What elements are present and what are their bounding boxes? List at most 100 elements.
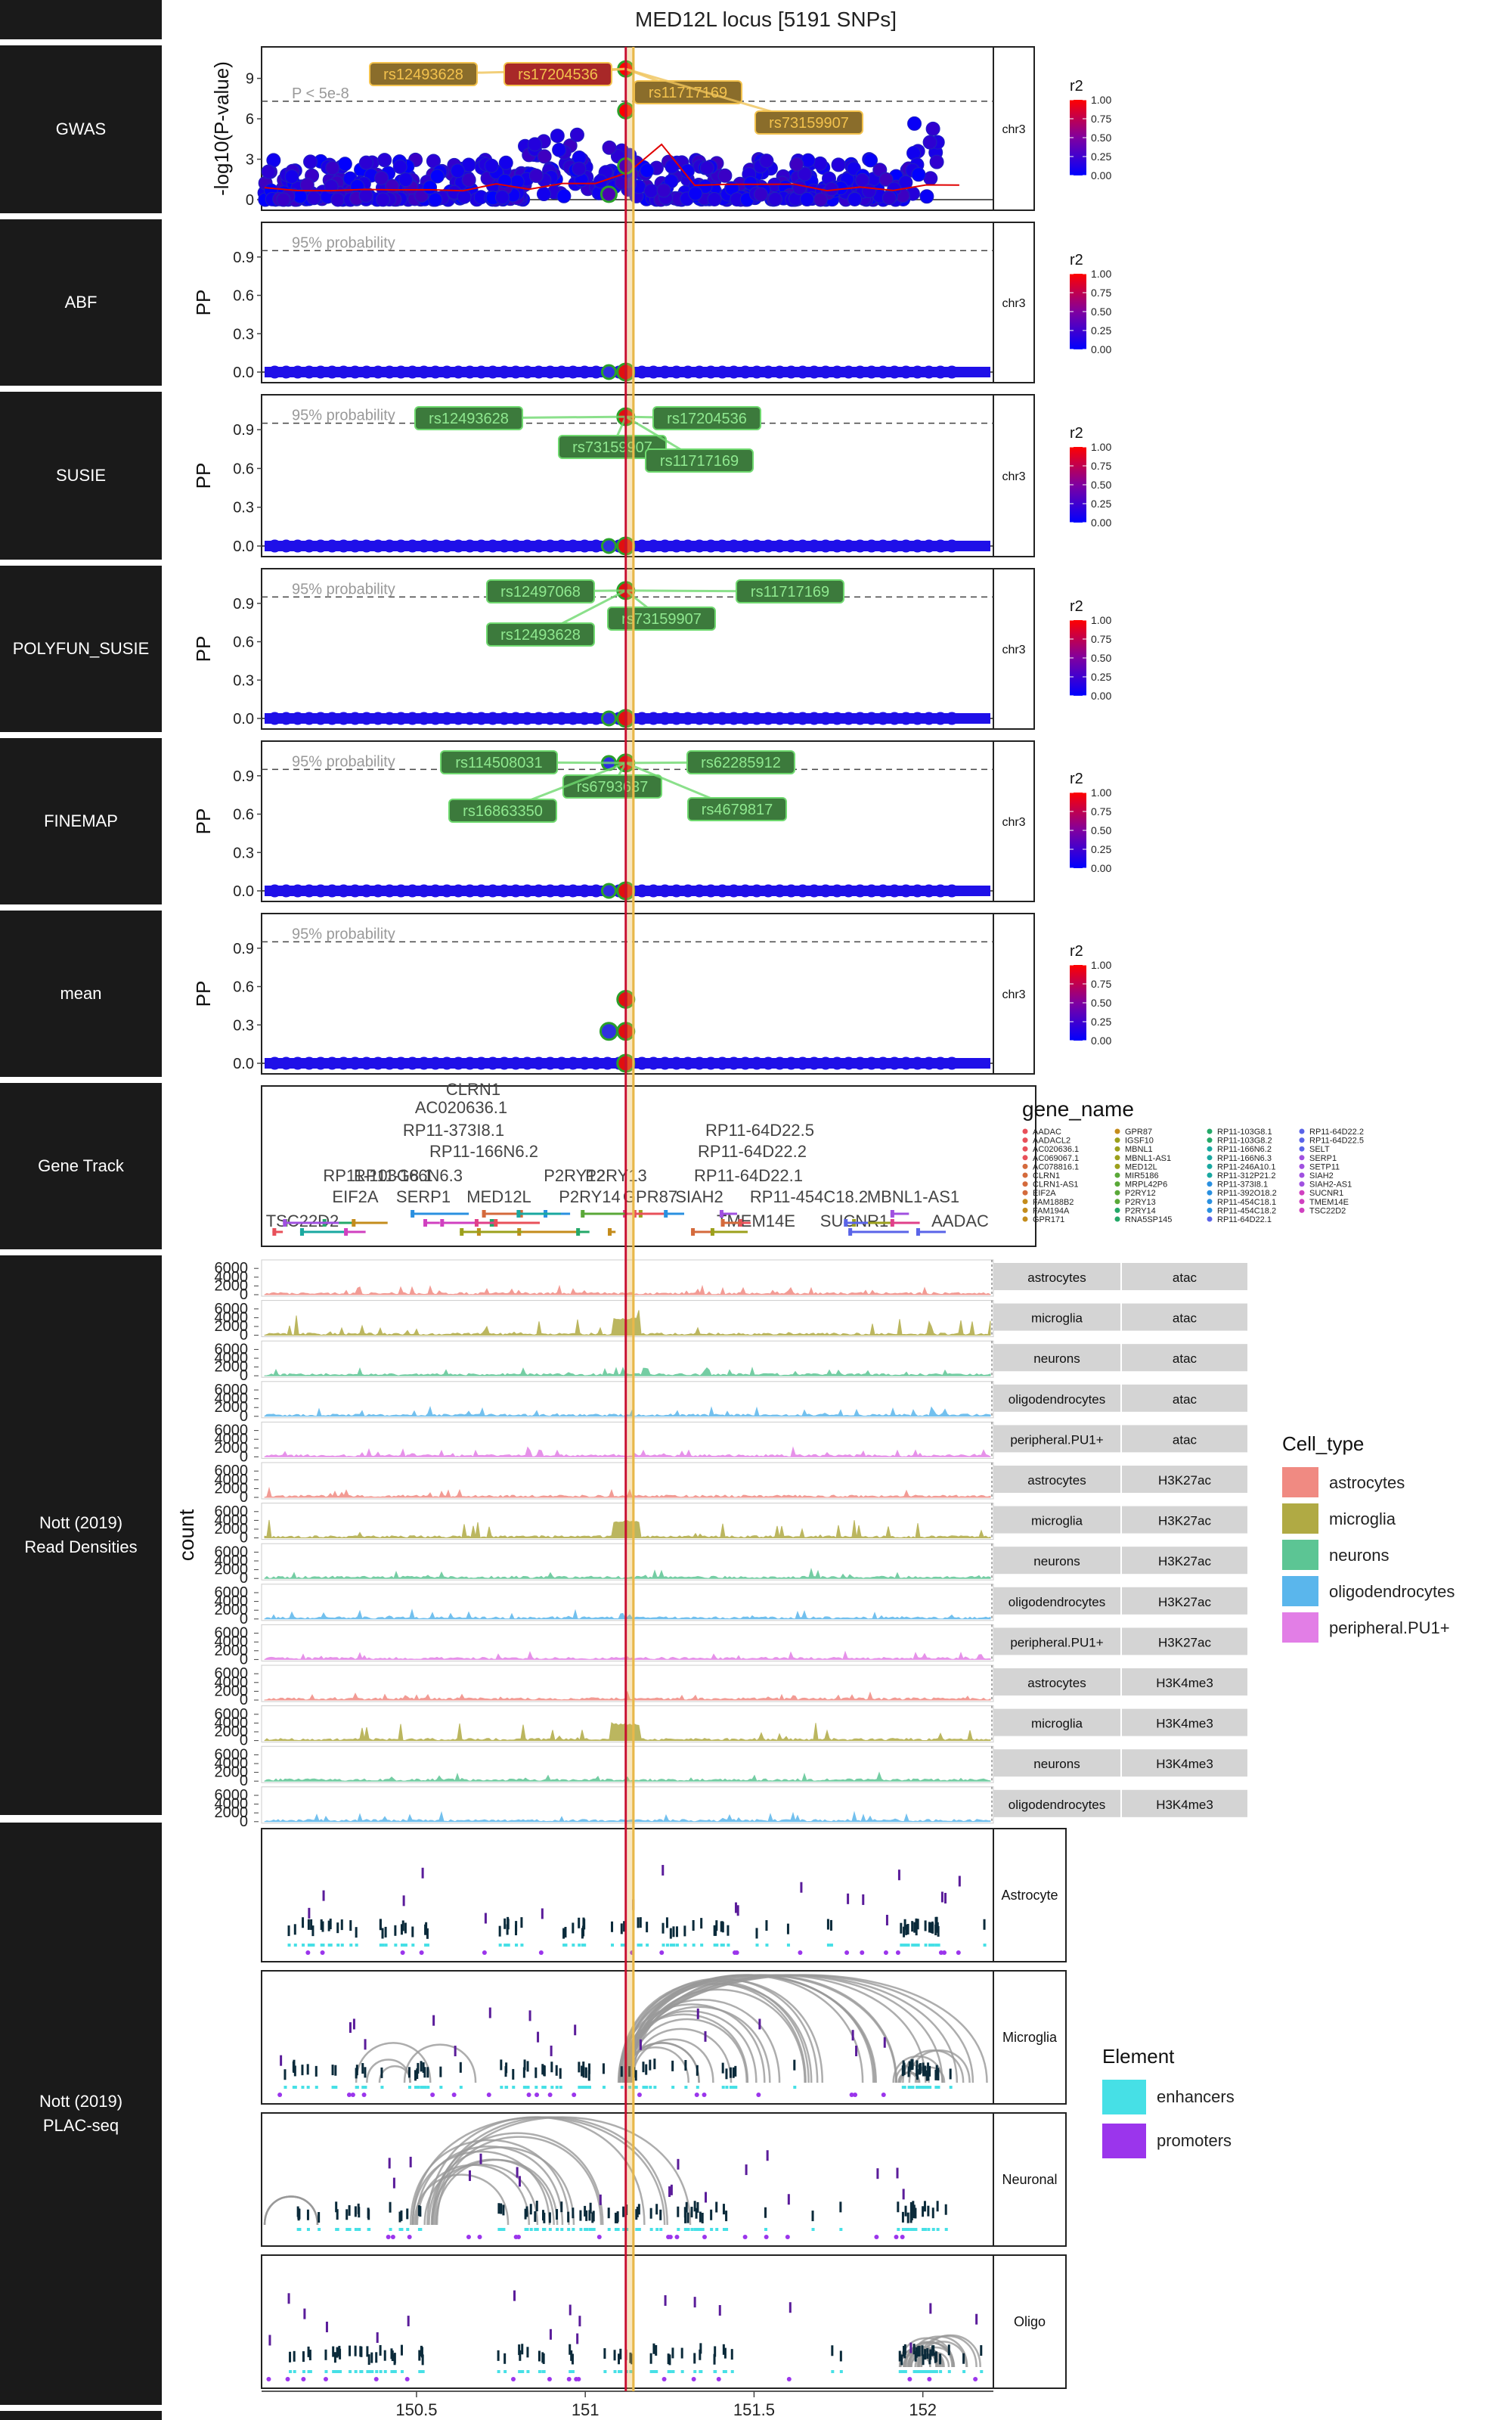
enhancer-mark — [426, 2086, 430, 2089]
enhancer-mark — [379, 1944, 383, 1947]
gene-exon — [844, 1219, 848, 1227]
legend-label: peripheral.PU1+ — [1329, 1618, 1450, 1637]
gene-label: P2RY13 — [585, 1166, 647, 1185]
enhancer-mark — [905, 1944, 909, 1947]
promoter-tick — [885, 1914, 888, 1925]
colorbar-tick: 0.50 — [1091, 652, 1111, 664]
enhancer-mark — [909, 2228, 913, 2231]
track-frame — [261, 1624, 994, 1661]
snp-point — [429, 169, 445, 184]
element-tick — [340, 1919, 343, 1931]
legend-key — [1114, 1172, 1120, 1178]
promoter-mark — [938, 1950, 943, 1955]
promoter-tick — [268, 2335, 271, 2346]
y-tick-label: 4000 — [215, 1512, 249, 1528]
enhancer-mark — [308, 2370, 312, 2373]
promoter-mark — [734, 1950, 739, 1955]
element-tick — [931, 1922, 934, 1934]
interaction-arc — [630, 2028, 733, 2083]
enhancer-mark — [723, 2370, 727, 2373]
element-tick — [935, 1916, 938, 1928]
assay-label: H3K27ac — [1158, 1554, 1211, 1568]
element-tick — [541, 2352, 544, 2363]
legend-label: RP11-246A10.1 — [1217, 1162, 1275, 1171]
panel-finemap: chr3 PP 0.0 0.3 0.6 0.9 95% probability rs11450… — [192, 740, 1035, 902]
enhancer-mark — [503, 1944, 507, 1947]
x-axis: 150.5 151 151.5 152 — [262, 2391, 993, 2419]
element-tick — [911, 2059, 914, 2070]
promoter-mark — [277, 2093, 283, 2097]
snp-point — [919, 189, 934, 204]
snp-point — [925, 121, 940, 136]
element-tick — [665, 1917, 668, 1928]
element-tick — [672, 1926, 675, 1938]
element-tick — [422, 2062, 425, 2074]
y-tick-label: 2000 — [215, 1723, 249, 1740]
element-tick — [333, 2352, 336, 2363]
element-tick — [293, 2350, 296, 2362]
element-tick — [686, 2212, 689, 2223]
element-tick — [534, 2211, 537, 2222]
enhancer-mark — [348, 2228, 352, 2231]
enhancer-mark — [543, 2086, 547, 2089]
gene-label: RP11-166N6.3 — [354, 1166, 463, 1185]
enhancer-mark — [520, 1944, 524, 1947]
interaction-arc — [263, 2195, 319, 2226]
enhancer-mark — [659, 2228, 663, 2231]
element-tick — [562, 1928, 565, 1939]
enhancer-mark — [926, 2370, 930, 2373]
enhancer-mark — [526, 2086, 530, 2089]
enhancer-mark — [715, 2228, 719, 2231]
enhancer-mark — [293, 2370, 296, 2373]
enhancer-mark — [556, 2228, 559, 2231]
element-tick — [289, 2351, 292, 2363]
y-tick-label: 6000 — [215, 1665, 249, 1682]
density-area — [264, 1690, 991, 1701]
element-tick — [901, 2211, 904, 2223]
element-tick — [677, 2206, 680, 2217]
colorbar-tick: 0.75 — [1091, 113, 1111, 125]
y-tick-label: 0.6 — [233, 979, 254, 996]
enhancer-mark — [390, 2370, 394, 2373]
element-tick — [411, 1926, 414, 1938]
enhancer-mark — [416, 2086, 420, 2089]
track-frame — [261, 1584, 994, 1621]
row-label-polyfun: POLYFUN_SUSIE — [0, 566, 162, 732]
element-tick — [912, 2204, 916, 2216]
element-tick — [924, 2065, 927, 2077]
colorbar-gradient — [1070, 793, 1086, 868]
snp-point — [929, 154, 944, 169]
y-tick-label: 0.0 — [233, 365, 254, 381]
element-tick — [912, 2201, 915, 2212]
gene-exon — [516, 1210, 521, 1218]
colorbar-title: r2 — [1070, 425, 1083, 442]
enhancer-mark — [939, 2370, 943, 2373]
enhancer-mark — [924, 1944, 928, 1947]
promoter-mark — [860, 1950, 865, 1955]
facet-strip — [993, 2254, 1067, 2389]
promoter-tick — [409, 2156, 412, 2167]
element-tick — [360, 2346, 363, 2357]
assay-strip — [1122, 1425, 1247, 1453]
y-tick-label: 0.9 — [233, 596, 254, 613]
snp-label: rs11717169 — [649, 85, 727, 101]
legend-swatch — [1102, 2124, 1146, 2158]
promoter-mark — [390, 2235, 395, 2239]
cell-strip — [993, 1344, 1120, 1372]
threshold-label: 95% probability — [292, 926, 395, 942]
element-tick — [922, 2062, 925, 2074]
cell-strip — [993, 1425, 1120, 1453]
legend-key — [1114, 1216, 1120, 1222]
legend-label: FAM188B2 — [1033, 1198, 1074, 1207]
element-tick — [555, 2065, 558, 2076]
enhancer-mark — [912, 2370, 916, 2373]
gene-exon — [299, 1228, 304, 1236]
element-tick — [570, 2350, 573, 2361]
element-tick — [696, 2065, 699, 2076]
y-tick-label: 0 — [240, 1813, 248, 1830]
plot-title: MED12L locus [5191 SNPs] — [635, 8, 897, 31]
legend-key — [1022, 1181, 1028, 1187]
cell-label: microglia — [1031, 1717, 1083, 1731]
